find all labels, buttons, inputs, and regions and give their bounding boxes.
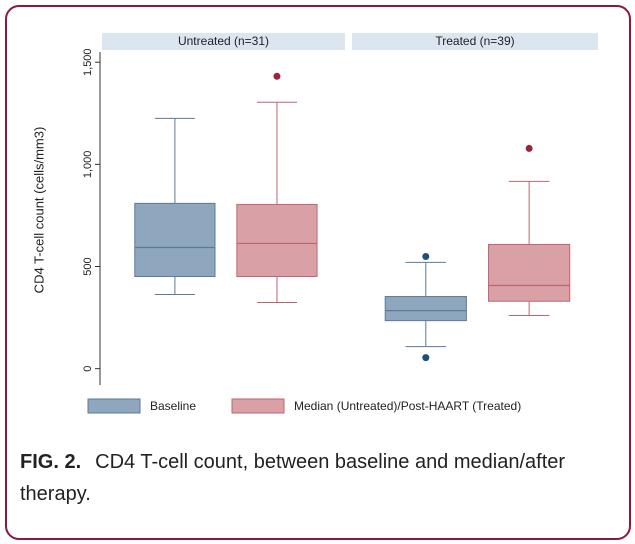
panel-title: Treated (n=39) bbox=[435, 34, 514, 48]
caption-label: FIG. 2. bbox=[20, 451, 82, 473]
figure-frame bbox=[5, 5, 631, 540]
box bbox=[488, 243, 571, 302]
y-tick-label: 0 bbox=[82, 366, 94, 372]
panel-title: Untreated (n=31) bbox=[178, 34, 269, 48]
outlier bbox=[422, 354, 430, 362]
outlier bbox=[525, 144, 533, 152]
chart: CD4 T-cell count (cells/mm3) Untreated (… bbox=[31, 33, 598, 414]
box bbox=[134, 202, 216, 278]
y-axis-label: CD4 T-cell count (cells/mm3) bbox=[31, 127, 46, 294]
box bbox=[384, 296, 467, 322]
caption-text: CD4 T-cell count, between baseline and m… bbox=[20, 451, 566, 505]
caption: FIG. 2. CD4 T-cell count, between baselin… bbox=[20, 446, 620, 510]
outlier bbox=[273, 72, 281, 80]
panel-strip bbox=[102, 33, 345, 50]
legend-swatch bbox=[87, 398, 141, 414]
y-tick-label: 1,000 bbox=[82, 151, 94, 179]
legend-label: Median (Untreated)/Post-HAART (Treated) bbox=[294, 399, 521, 413]
outlier bbox=[422, 252, 430, 260]
legend-swatch bbox=[231, 398, 285, 414]
legend-label: Baseline bbox=[150, 399, 196, 413]
y-tick-label: 1,500 bbox=[82, 48, 94, 76]
y-tick-label: 500 bbox=[82, 257, 94, 275]
box bbox=[236, 203, 318, 278]
panel-strip bbox=[352, 33, 598, 50]
